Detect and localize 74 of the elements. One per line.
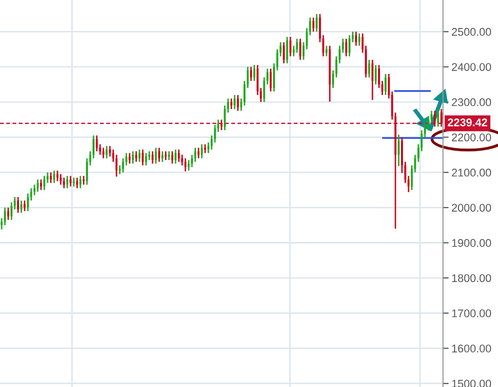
candlestick bbox=[440, 109, 442, 127]
candlestick bbox=[72, 178, 75, 186]
candlestick bbox=[96, 135, 98, 152]
candlestick bbox=[230, 98, 232, 110]
candlestick bbox=[20, 200, 22, 213]
y-tick-label: 1600.00 bbox=[452, 344, 492, 352]
y-tick-label: 2100.00 bbox=[452, 168, 492, 177]
y-tick-label: 2000.00 bbox=[452, 204, 492, 212]
candlestick bbox=[138, 150, 140, 162]
y-tick-label: 2300.00 bbox=[452, 98, 492, 106]
candlestick bbox=[53, 170, 56, 183]
candlestick bbox=[316, 14, 318, 32]
candlestick bbox=[17, 197, 20, 213]
candlestick bbox=[253, 65, 256, 81]
candlestick bbox=[355, 32, 358, 46]
candlestick bbox=[40, 179, 42, 190]
candlestick bbox=[286, 36, 288, 64]
candlestick bbox=[171, 151, 174, 164]
candlestick bbox=[60, 174, 62, 185]
candlestick bbox=[63, 178, 65, 188]
candlestick bbox=[270, 68, 272, 92]
candlestick bbox=[76, 178, 78, 188]
candlestick bbox=[434, 110, 436, 127]
candlestick bbox=[368, 60, 370, 78]
candlestick bbox=[102, 148, 104, 158]
y-tick-label: 1900.00 bbox=[452, 239, 492, 247]
candlestick bbox=[236, 95, 239, 111]
candlestick bbox=[43, 176, 46, 190]
candlestick bbox=[70, 176, 72, 186]
candlestick bbox=[154, 148, 157, 164]
candlestick bbox=[135, 151, 138, 162]
candlestick bbox=[161, 151, 164, 162]
candlestick bbox=[178, 150, 180, 162]
y-tick-label: 1800.00 bbox=[452, 274, 492, 282]
candlestick bbox=[56, 170, 58, 182]
y-tick-label: 2500.00 bbox=[452, 28, 492, 36]
y-tick-label: 1700.00 bbox=[452, 309, 492, 318]
candlestick bbox=[250, 66, 252, 81]
candlestick bbox=[296, 38, 298, 53]
candlestick bbox=[24, 200, 26, 212]
candlestick bbox=[79, 176, 82, 188]
candlestick bbox=[145, 153, 148, 166]
candlestick bbox=[234, 95, 236, 110]
candlestick bbox=[374, 65, 377, 84]
candlestick bbox=[371, 60, 374, 100]
candlestick bbox=[384, 74, 387, 95]
candlestick bbox=[66, 176, 68, 188]
candlestick bbox=[188, 160, 190, 171]
candlestick bbox=[184, 158, 186, 172]
candlestick bbox=[282, 42, 285, 64]
candlestick bbox=[158, 148, 160, 162]
candlestick bbox=[128, 153, 131, 164]
candlestick bbox=[152, 151, 154, 164]
candlestick bbox=[198, 148, 200, 158]
candlestick bbox=[348, 35, 350, 56]
ref-line-label: 2239.42 bbox=[448, 118, 488, 126]
candlestick bbox=[326, 46, 328, 56]
candlestick bbox=[50, 172, 52, 183]
candlestick bbox=[312, 18, 314, 32]
candlestick bbox=[289, 36, 292, 56]
candlestick bbox=[7, 208, 10, 220]
candlestick bbox=[345, 38, 348, 56]
y-tick-label: 2200.00 bbox=[452, 133, 492, 142]
candlestick bbox=[200, 144, 203, 158]
candlestick bbox=[358, 33, 360, 46]
candlestick bbox=[106, 146, 108, 158]
candlestick bbox=[174, 150, 177, 164]
candlestick bbox=[220, 120, 222, 130]
candlestick bbox=[4, 208, 6, 226]
candlestick bbox=[398, 134, 400, 166]
candlestick bbox=[132, 151, 134, 164]
candlestick bbox=[292, 46, 295, 56]
candlestick bbox=[437, 109, 440, 127]
y-tick-label: 2400.00 bbox=[452, 63, 492, 71]
